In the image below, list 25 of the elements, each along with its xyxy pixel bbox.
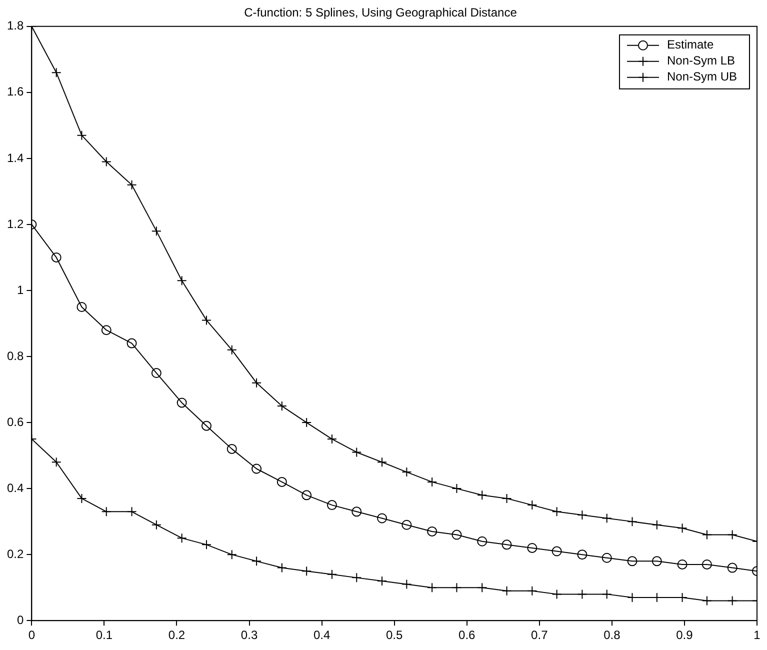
x-tick-label: 0.6 [458, 628, 476, 642]
y-tick-label: 1.6 [6, 84, 24, 99]
y-tick-label: 0.4 [6, 480, 24, 495]
x-tick-label: 0.4 [313, 628, 330, 642]
y-tick-label: 0 [16, 612, 24, 627]
x-tick-label: 0.1 [96, 628, 113, 642]
x-tick-label: 0.7 [531, 628, 548, 642]
legend-label: Estimate [666, 38, 714, 52]
x-tick-label: 1 [754, 628, 761, 642]
y-tick-label: 0.8 [6, 348, 24, 363]
y-tick-label: 1.4 [6, 150, 24, 165]
x-tick-label: 0.5 [386, 628, 404, 642]
x-tick-label: 0.2 [168, 628, 186, 642]
y-tick-label: 1.8 [6, 18, 24, 33]
legend-label: Non-Sym UB [666, 70, 737, 84]
y-tick-label: 1.2 [6, 216, 24, 231]
x-tick-label: 0.9 [676, 628, 694, 642]
x-tick-label: 0 [28, 628, 36, 642]
legend-label: Non-Sym LB [666, 54, 736, 68]
y-tick-label: 1 [16, 282, 24, 297]
x-tick-label: 0.8 [604, 628, 621, 642]
y-tick-label: 0.6 [6, 414, 24, 429]
y-tick-label: 0.2 [6, 546, 24, 561]
chart-title: C-function: 5 Splines, Using Geographical Distance [244, 6, 518, 20]
x-tick-label: 0.3 [240, 628, 258, 642]
